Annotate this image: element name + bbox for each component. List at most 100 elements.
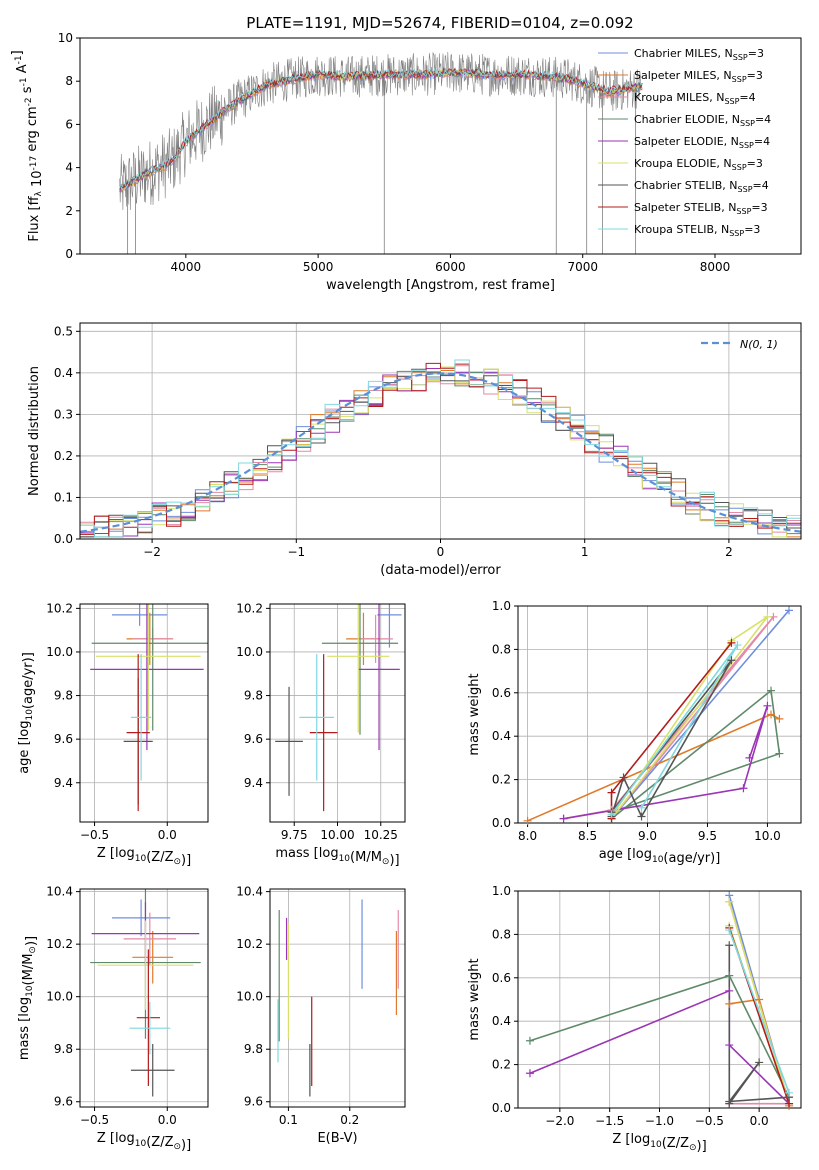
x-axis-label: age [log10(age/yr)] [599,847,721,866]
legend-label-chabrier_elodie: Chabrier ELODIE, NSSP=4 [634,113,771,128]
y-tick-label: 0.2 [54,449,73,463]
weight-marker-kroupa_elodie [763,612,772,621]
y-axis-label: mass weight [467,958,482,1040]
x-axis-label: mass [log10(M/M⊙)] [275,846,399,868]
y-tick-label: 9.8 [244,689,263,703]
y-tick-label: 0.3 [54,407,73,421]
legend-label-kroupa_miles: Kroupa MILES, NSSP=4 [634,91,756,106]
legend-label-chabrier_stelib: Chabrier STELIB, NSSP=4 [634,179,769,194]
y-tick-label: 9.4 [244,776,263,790]
y-tick-label: 0.0 [492,816,511,830]
x-tick-label: 7000 [567,260,598,274]
weight-marker-chabrier_stelib [755,1058,764,1067]
y-tick-label: 0.4 [492,1014,511,1028]
legend-label-kroupa_stelib: Kroupa STELIB, NSSP=3 [634,223,760,238]
weight-marker-kroupa_stelib [733,641,742,650]
y-tick-label: 10.2 [236,937,263,951]
weight-marker-kroupa_stelib [785,1088,794,1097]
axes-frame [79,37,802,255]
x-tick-label: 0 [437,545,445,559]
model-spectrum-chabrier_stelib [119,67,643,191]
weight-line-chabrier_elodie [610,689,781,820]
y-tick-label: 10.0 [46,990,73,1004]
weight-line-kroupa_stelib [728,929,790,1094]
x-tick-label: 10.0 [754,829,781,843]
legend-label-chabrier_miles: Chabrier MILES, NSSP=3 [634,47,764,62]
x-tick-label: −1.5 [595,1114,624,1128]
axes-mass_vs_ebv: 0.1 0.2 9.6 9.8 10.0 10.2 10.4 E(B-V) [236,885,406,1146]
y-tick-label: 10.2 [46,937,73,951]
histogram-salpeter_stelib [80,362,801,538]
y-tick-label: 1.0 [492,884,511,898]
y-tick-label: 0.0 [54,532,73,546]
y-tick-label: 8 [65,74,73,88]
weight-marker-kroupa_stelib [637,803,646,812]
axes-frame [79,603,209,823]
y-tick-label: 9.6 [244,732,263,746]
y-tick-label: 9.6 [244,1095,263,1109]
y-tick-label: 9.6 [54,732,73,746]
normal-curve [80,372,801,533]
plot-area-mass_vs_Z [80,889,208,1107]
x-tick-label: −0.5 [695,1114,724,1128]
weight-marker-salpeter_elodie [763,701,772,710]
y-tick-label: 0.2 [492,773,511,787]
x-tick-label: 2 [725,545,733,559]
y-tick-label: 9.8 [54,689,73,703]
x-tick-label: −0.5 [80,828,109,842]
y-axis-label: Flux [ffλ 10-17 erg cm-2 s-1 A-1] [10,50,45,241]
weight-line-kroupa_elodie [610,616,769,820]
x-tick-label: −1.0 [645,1114,674,1128]
weight-marker-kroupa_stelib [725,926,734,935]
y-tick-label: 10.2 [236,601,263,615]
weight-marker-chabrier_elodie [767,686,776,695]
x-tick-label: 8000 [700,260,731,274]
x-tick-label: 9.75 [281,828,308,842]
weight-marker-chabrier_stelib [725,1097,734,1106]
y-tick-label: 10 [58,31,73,45]
y-tick-label: 1.0 [492,599,511,613]
axes-age_vs_mass: 9.75 10.00 10.25 9.4 9.6 9.8 10.0 10.2 mass [log… [236,601,406,868]
weight-marker-salpeter_elodie [525,1069,534,1078]
y-tick-label: 0.8 [492,927,511,941]
legend-label-salpeter_elodie: Salpeter ELODIE, NSSP=4 [634,135,770,150]
weight-line-salpeter_stelib [610,642,733,819]
histogram-kroupa_miles [80,365,801,533]
x-tick-label: 0.0 [158,828,177,842]
legend-label-kroupa_elodie: Kroupa ELODIE, NSSP=3 [634,157,763,172]
x-tick-label: 10.00 [320,828,354,842]
histogram-chabrier_stelib [80,368,801,538]
weight-line-salpeter_elodie [563,705,769,820]
x-tick-label: 0.0 [750,1114,769,1128]
y-tick-label: 4 [65,161,73,175]
y-tick-label: 0.1 [54,490,73,504]
plot-area-age_vs_mass [270,604,405,822]
y-tick-label: 0.0 [492,1101,511,1115]
weight-marker-kroupa_stelib [607,810,616,819]
weight-marker-salpeter_elodie [745,753,754,762]
axes-weight_vs_age: 8.0 8.5 9.0 9.5 10.0 0.0 0.2 0.4 0.6 0.8 1.0 age [l… [467,599,802,866]
weight-marker-salpeter_stelib [607,788,616,797]
y-tick-label: 0.2 [492,1058,511,1072]
weight-marker-salpeter_miles [523,816,532,825]
weight-marker-chabrier_elodie [775,749,784,758]
y-tick-label: 0.8 [492,642,511,656]
y-axis-label: Normed distribution [27,366,42,496]
plot-area-weight_vs_age [518,606,801,823]
weight-line-salpeter_miles [527,713,780,822]
axes-residuals: −2 −1 0 1 2 0.0 0.1 0.2 0.3 0.4 0.5 (data-model)/er… [27,322,802,578]
y-tick-label: 0.6 [492,686,511,700]
weight-marker-chabrier_stelib [637,812,646,821]
x-axis-label: (data-model)/error [380,563,501,578]
y-tick-label: 0.6 [492,971,511,985]
y-tick-label: 10.0 [46,645,73,659]
x-tick-label: −2.0 [545,1114,574,1128]
weight-marker-chabrier_miles [785,606,794,615]
x-tick-label: 1 [581,545,589,559]
weight-marker-salpeter_miles [755,995,764,1004]
y-tick-label: 9.8 [54,1042,73,1056]
y-tick-label: 9.4 [54,776,73,790]
y-tick-label: 9.8 [244,1042,263,1056]
y-tick-label: 10.4 [236,885,263,899]
